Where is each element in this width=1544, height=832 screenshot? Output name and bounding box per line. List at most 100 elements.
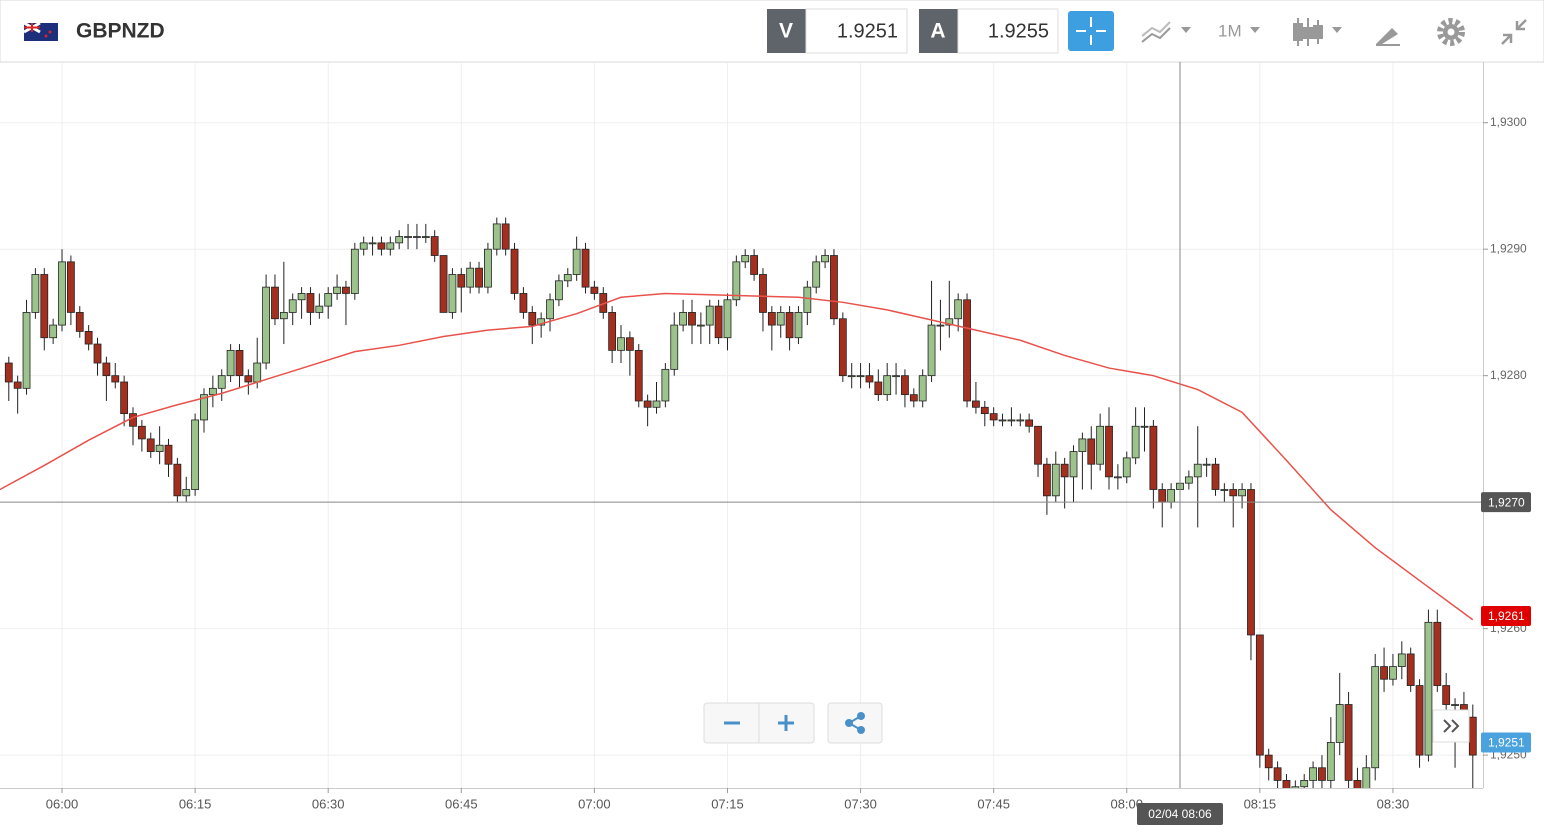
price-label-box bbox=[1481, 605, 1531, 626]
candle-body bbox=[980, 406, 989, 415]
candle-body bbox=[1113, 476, 1122, 479]
sell-label-box[interactable] bbox=[767, 9, 806, 53]
candle-body bbox=[1264, 754, 1273, 769]
x-tick-label: 08:00 bbox=[1110, 796, 1143, 811]
candle-body bbox=[1380, 666, 1388, 680]
candle-body bbox=[723, 299, 732, 339]
candle-body bbox=[1025, 419, 1034, 427]
candle-body bbox=[1007, 419, 1016, 422]
candle-body bbox=[368, 242, 377, 245]
x-tick-label: 06:45 bbox=[445, 796, 478, 811]
candle-body bbox=[1211, 463, 1220, 490]
candle-body bbox=[732, 261, 741, 301]
candle-body bbox=[1247, 489, 1255, 636]
buy-label-box[interactable] bbox=[919, 9, 958, 53]
collapse-button[interactable] bbox=[1501, 19, 1527, 45]
candle-body bbox=[315, 305, 324, 313]
timeframe-arrow[interactable] bbox=[1250, 27, 1260, 33]
candle-body bbox=[226, 349, 235, 377]
x-tick-label: 07:45 bbox=[977, 796, 1010, 811]
candle-body bbox=[652, 400, 661, 408]
sell-price-box[interactable] bbox=[805, 8, 908, 54]
candle-body bbox=[253, 362, 262, 383]
sell-label[interactable]: V bbox=[779, 20, 793, 43]
candle-body bbox=[271, 286, 279, 320]
x-tick-label: 06:30 bbox=[312, 796, 345, 811]
buy-label[interactable]: A bbox=[930, 20, 945, 43]
candle-body bbox=[1078, 438, 1087, 452]
candle-body bbox=[1060, 463, 1069, 478]
candle-body bbox=[430, 236, 439, 256]
candle-body bbox=[492, 223, 501, 250]
candle-body bbox=[448, 274, 457, 313]
candle-body bbox=[838, 318, 847, 377]
candle-body bbox=[75, 312, 84, 332]
candle-body bbox=[1406, 653, 1415, 686]
y-tick-label: 1,9290 bbox=[1490, 241, 1527, 255]
candle-body bbox=[785, 312, 794, 339]
candle-body bbox=[1016, 419, 1025, 422]
candle-body bbox=[546, 299, 554, 320]
share-button[interactable] bbox=[827, 702, 883, 744]
buy-price-box[interactable] bbox=[957, 8, 1059, 54]
candle-body bbox=[1389, 666, 1397, 680]
candle-body bbox=[581, 248, 590, 288]
candle-body bbox=[1424, 621, 1433, 756]
candle-body bbox=[1140, 425, 1149, 428]
candle-body bbox=[1282, 780, 1291, 788]
candle-body bbox=[661, 368, 670, 402]
candle-body bbox=[1105, 425, 1113, 478]
y-tick-label: 1,9280 bbox=[1490, 368, 1527, 382]
candle-body bbox=[847, 375, 856, 378]
candle-body bbox=[1273, 767, 1282, 781]
price-label-box bbox=[1481, 732, 1531, 753]
crosshair-x-label-box bbox=[1136, 803, 1223, 825]
candle-body bbox=[759, 274, 767, 313]
candle-body bbox=[1087, 438, 1096, 465]
candle-body bbox=[395, 236, 404, 244]
candle-body bbox=[191, 419, 200, 490]
chart-type-button[interactable] bbox=[1141, 21, 1191, 43]
candle-body bbox=[1184, 476, 1193, 484]
candle-body bbox=[93, 343, 102, 364]
candle-body bbox=[1096, 425, 1105, 465]
candle-body bbox=[1291, 786, 1300, 788]
candle-body bbox=[901, 375, 909, 396]
candle-body bbox=[892, 375, 900, 378]
candle-body bbox=[608, 312, 617, 351]
scroll-right-button[interactable] bbox=[1432, 709, 1470, 743]
settings-button[interactable] bbox=[1437, 18, 1465, 46]
sell-price[interactable]: 1.9251 bbox=[837, 20, 898, 42]
candle-body bbox=[182, 489, 191, 497]
candle-body bbox=[714, 305, 723, 339]
moving-average bbox=[0, 292, 1474, 621]
candle-body bbox=[501, 223, 510, 250]
crosshair-button[interactable] bbox=[1068, 11, 1114, 51]
candle-body bbox=[475, 267, 483, 288]
buy-price[interactable]: 1.9255 bbox=[988, 20, 1049, 42]
draw-button[interactable] bbox=[1376, 28, 1400, 46]
candle-body bbox=[404, 236, 412, 238]
candle-body bbox=[1034, 425, 1042, 465]
zoom-controls[interactable] bbox=[703, 702, 815, 744]
price-label: 1,9251 bbox=[1488, 736, 1525, 750]
candle-body bbox=[306, 293, 315, 313]
candle-body bbox=[262, 286, 270, 364]
timeframe[interactable]: 1M bbox=[1218, 21, 1242, 40]
candle-body bbox=[821, 255, 829, 263]
candle-body bbox=[1158, 489, 1167, 503]
candle-type-button[interactable] bbox=[1293, 18, 1342, 46]
candle-body bbox=[537, 318, 546, 326]
candle-body bbox=[1193, 463, 1202, 478]
candle-body bbox=[439, 255, 448, 313]
crosshair-y-label: 1,9270 bbox=[1488, 495, 1525, 509]
candle-body bbox=[342, 286, 350, 294]
candle-body bbox=[155, 444, 164, 452]
candle-body bbox=[84, 331, 93, 345]
x-tick-label: 07:15 bbox=[711, 796, 744, 811]
candle-body bbox=[643, 400, 652, 408]
x-tick-label: 07:30 bbox=[844, 796, 877, 811]
candle-body bbox=[1202, 463, 1211, 466]
